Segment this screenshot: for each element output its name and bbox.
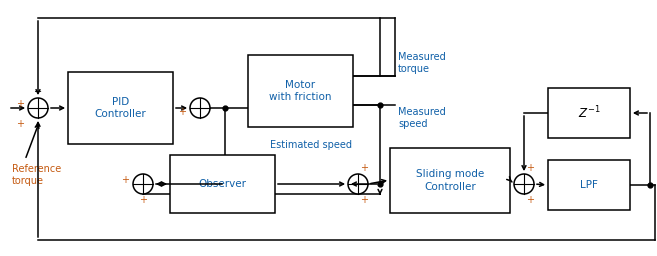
Text: +: + <box>16 119 24 129</box>
Text: Motor
with friction: Motor with friction <box>269 80 332 102</box>
Text: Observer: Observer <box>198 179 246 189</box>
Text: +: + <box>526 163 534 173</box>
Text: Reference
torque: Reference torque <box>12 164 61 186</box>
Text: Measured
speed: Measured speed <box>398 107 445 129</box>
Bar <box>170 155 275 213</box>
Circle shape <box>28 98 48 118</box>
Bar <box>548 160 630 210</box>
Bar <box>390 148 510 213</box>
Text: Sliding mode
Controller: Sliding mode Controller <box>416 169 484 192</box>
Text: +: + <box>139 195 147 205</box>
Text: $Z^{-1}$: $Z^{-1}$ <box>578 105 600 121</box>
Text: Measured
torque: Measured torque <box>398 52 445 74</box>
Text: PID
Controller: PID Controller <box>95 97 147 119</box>
Text: LPF: LPF <box>580 180 598 190</box>
Text: Estimated speed: Estimated speed <box>270 140 352 150</box>
Text: +: + <box>121 175 129 185</box>
Bar <box>548 88 630 138</box>
Text: +: + <box>526 195 534 205</box>
Circle shape <box>190 98 210 118</box>
Circle shape <box>514 174 534 194</box>
Bar <box>248 55 353 127</box>
Text: +: + <box>360 195 368 205</box>
Circle shape <box>133 174 153 194</box>
Circle shape <box>348 174 368 194</box>
Bar <box>68 72 173 144</box>
Text: +: + <box>16 99 24 109</box>
Text: +: + <box>360 163 368 173</box>
Text: −: − <box>34 87 42 97</box>
Text: +: + <box>178 107 186 117</box>
